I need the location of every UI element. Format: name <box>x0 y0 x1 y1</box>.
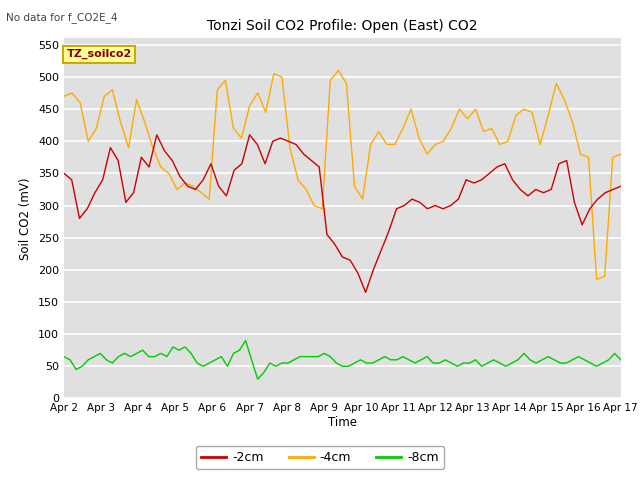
Text: TZ_soilco2: TZ_soilco2 <box>67 49 132 60</box>
Legend: -2cm, -4cm, -8cm: -2cm, -4cm, -8cm <box>196 446 444 469</box>
Text: No data for f_CO2E_4: No data for f_CO2E_4 <box>6 12 118 23</box>
Y-axis label: Soil CO2 (mV): Soil CO2 (mV) <box>19 177 33 260</box>
Title: Tonzi Soil CO2 Profile: Open (East) CO2: Tonzi Soil CO2 Profile: Open (East) CO2 <box>207 19 477 33</box>
X-axis label: Time: Time <box>328 416 357 429</box>
